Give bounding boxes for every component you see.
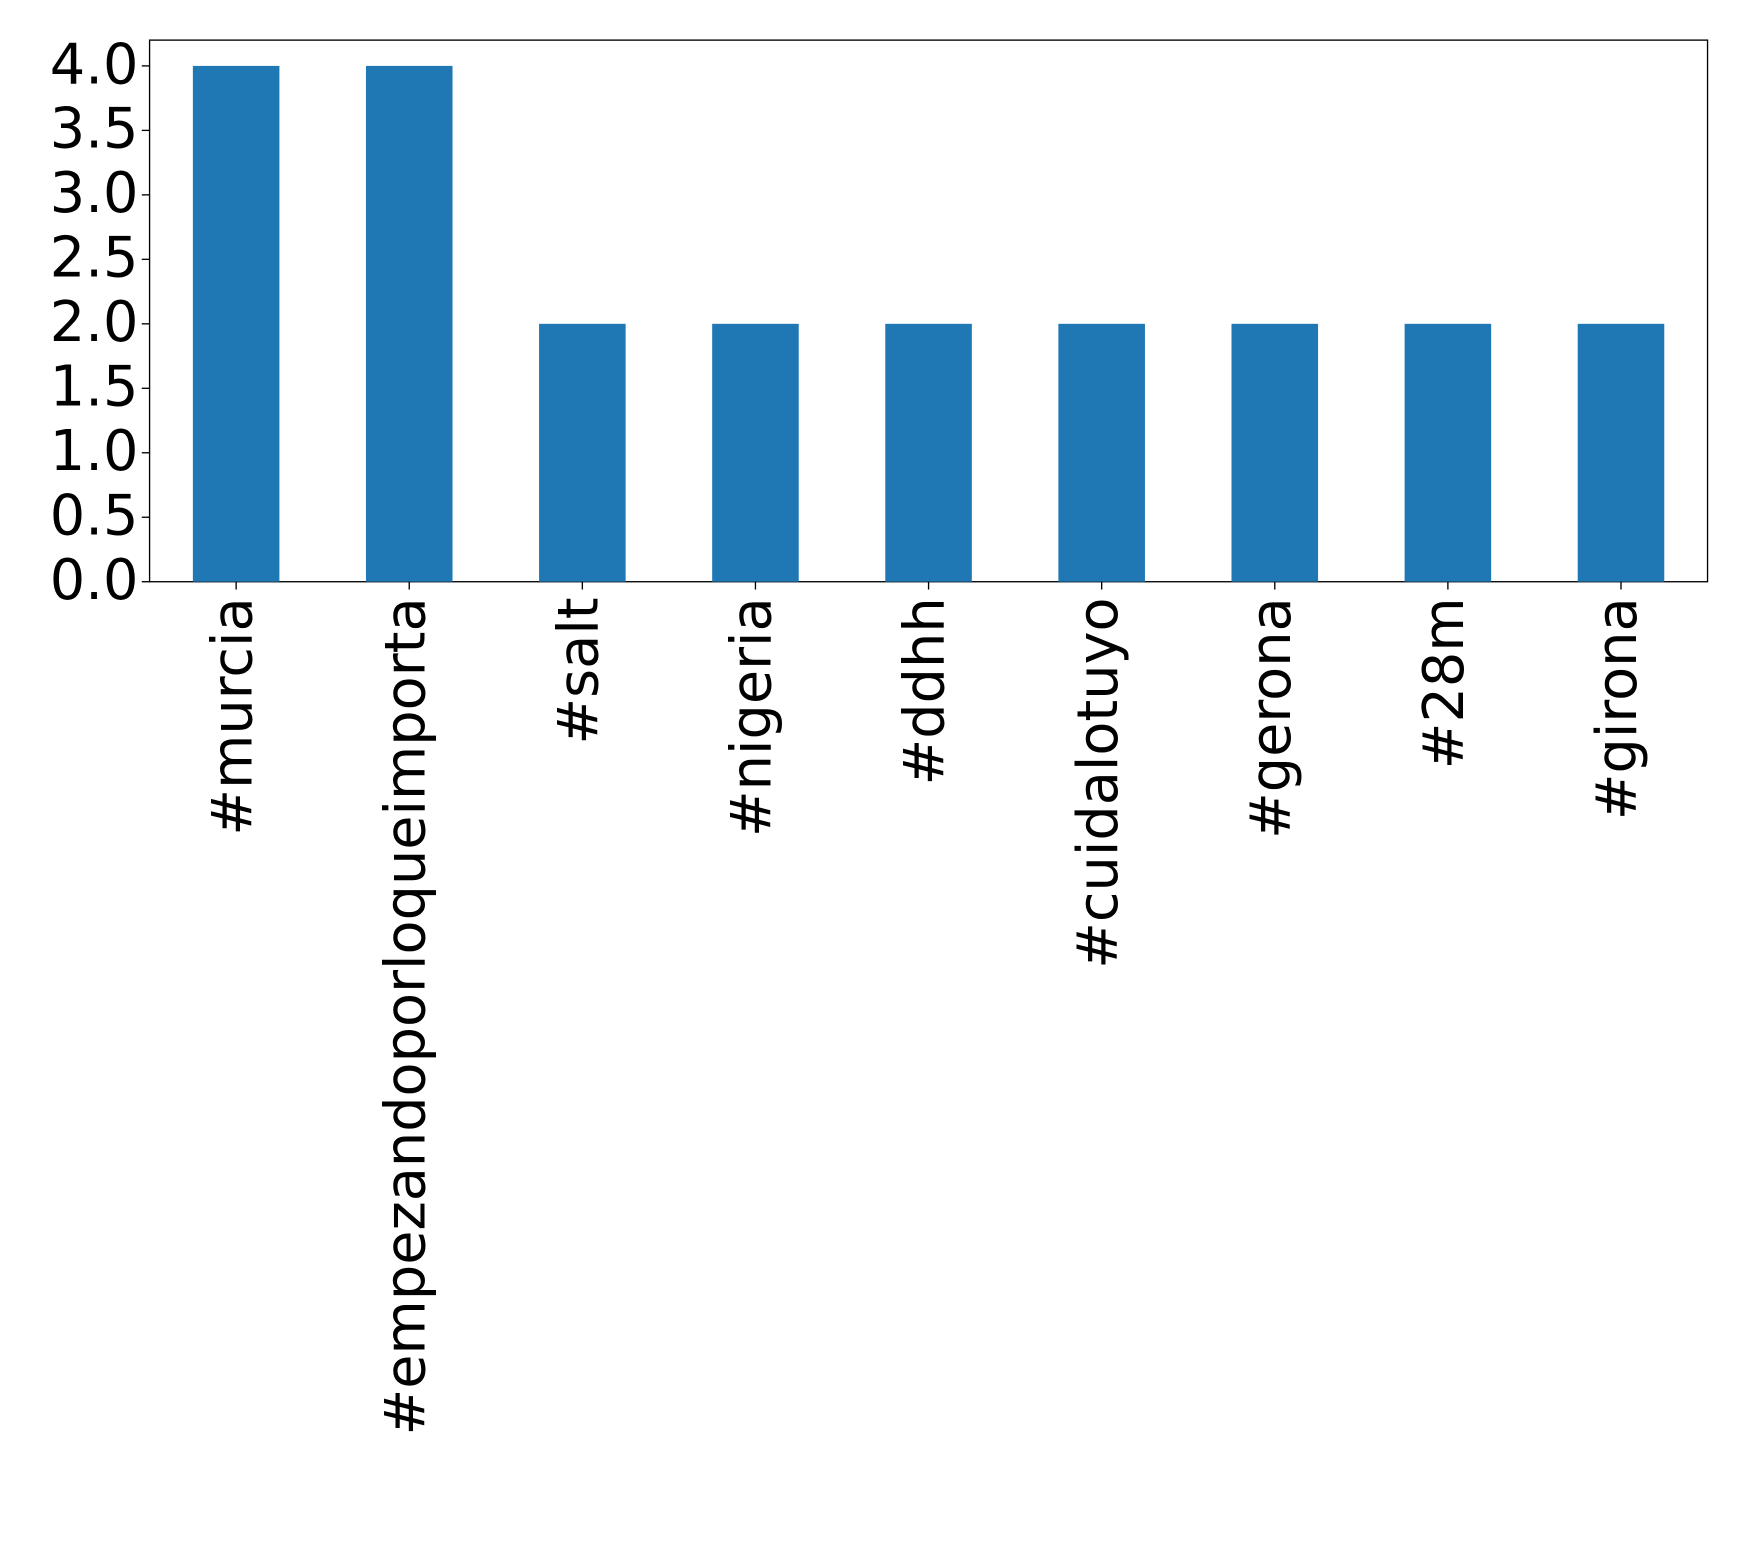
- x-tick-label: #28m: [1412, 597, 1477, 769]
- y-tick-label: 1.5: [50, 355, 139, 420]
- y-tick-label: 3.5: [50, 97, 139, 162]
- bar: [192, 65, 280, 582]
- x-tick-label: #salt: [546, 597, 611, 744]
- bar: [712, 323, 799, 582]
- bar: [365, 65, 453, 582]
- x-tick-label: #gerona: [1239, 597, 1304, 839]
- y-tick-label: 1.0: [50, 419, 139, 484]
- x-tick-label: #cuidalotuyo: [1066, 597, 1131, 968]
- bar: [1404, 323, 1492, 582]
- x-tick-label: #empezandoporloqueimporta: [373, 597, 438, 1435]
- x-tick-label: #nigeria: [720, 597, 785, 837]
- bar: [885, 323, 972, 582]
- y-tick-label: 0.0: [50, 548, 139, 613]
- bar: [1577, 323, 1665, 582]
- y-tick-label: 0.5: [50, 484, 139, 549]
- y-tick-label: 4.0: [50, 32, 139, 97]
- y-tick-label: 2.5: [50, 226, 139, 291]
- y-tick-label: 2.0: [50, 290, 139, 355]
- y-tick-label: 3.0: [50, 161, 139, 226]
- bar: [539, 323, 626, 582]
- x-tick-label: #girona: [1585, 597, 1650, 820]
- bar: [1058, 323, 1145, 582]
- bar: [1231, 323, 1319, 582]
- x-tick-label: #murcia: [200, 597, 265, 835]
- x-tick-label: #ddhh: [893, 597, 958, 785]
